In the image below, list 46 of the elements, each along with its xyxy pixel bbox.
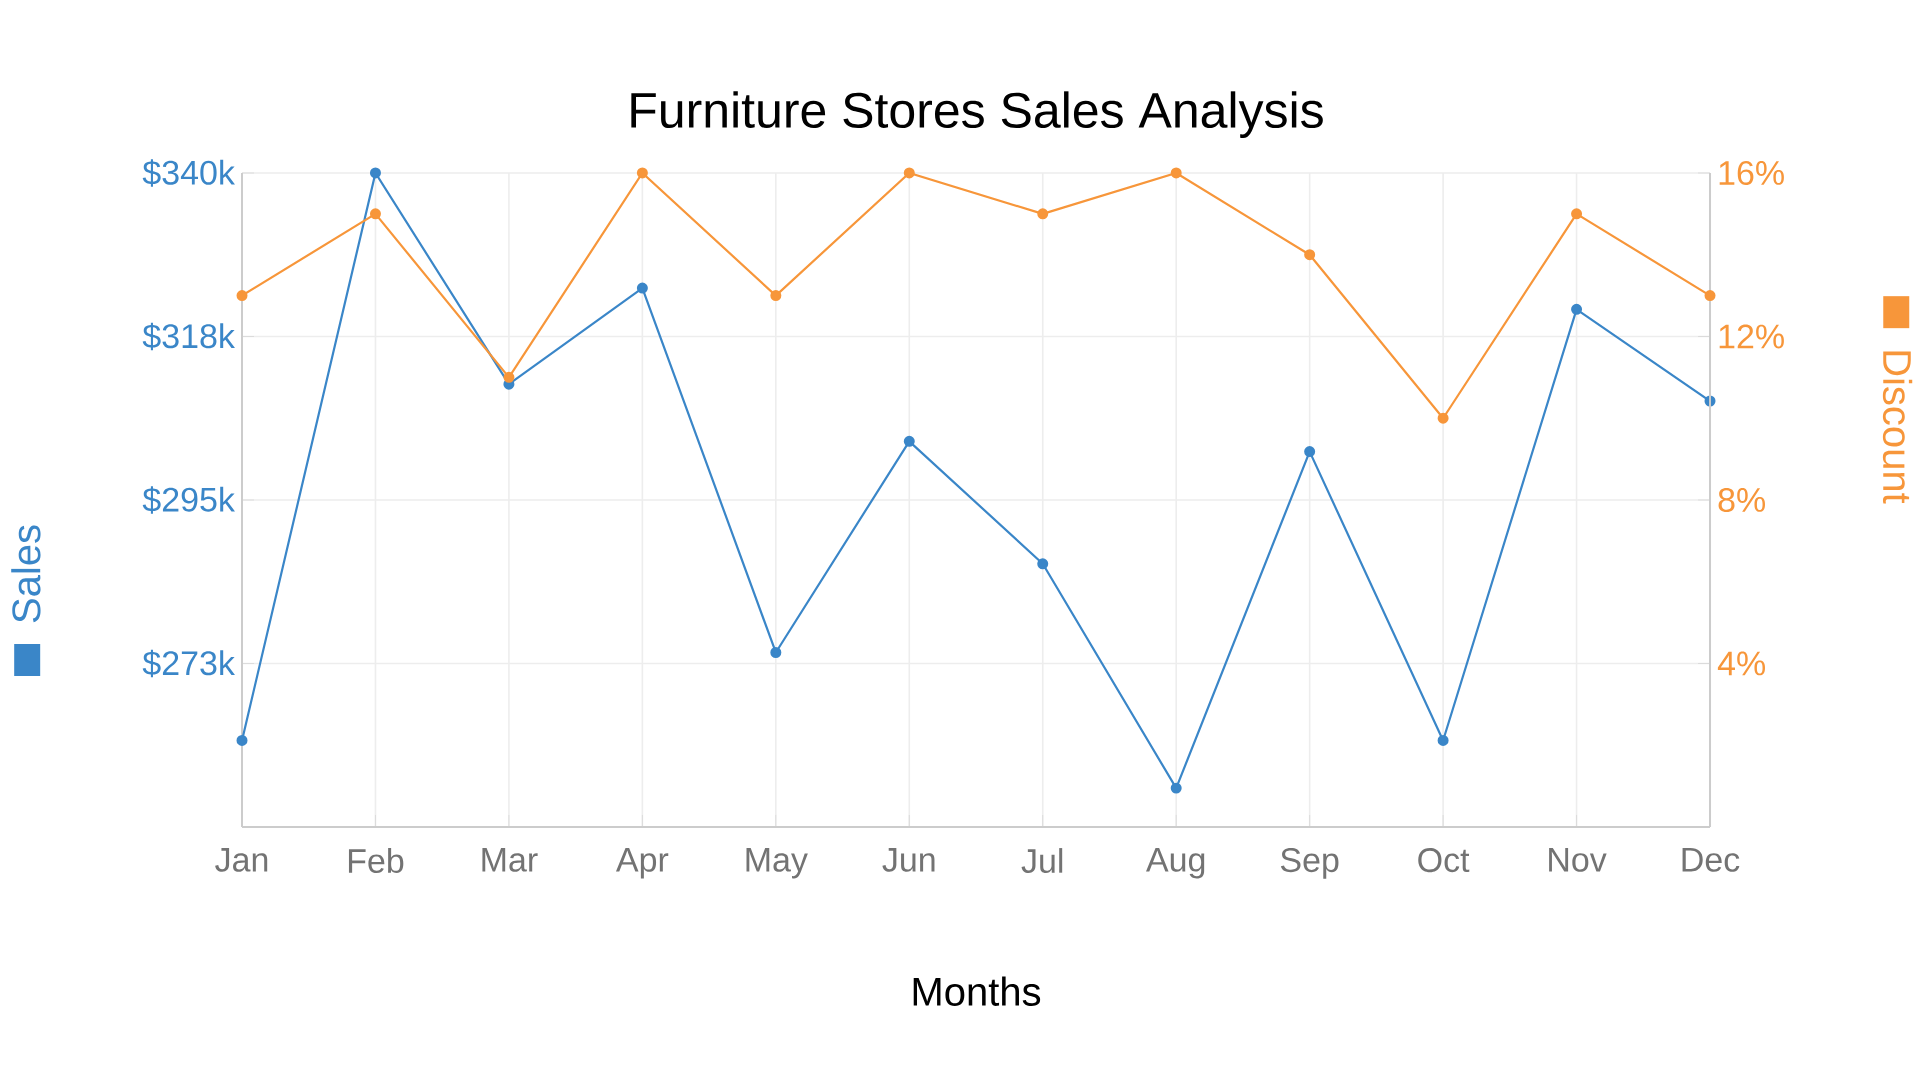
point [1304, 249, 1316, 261]
point [369, 167, 381, 179]
point [236, 290, 248, 302]
point [770, 646, 782, 658]
x-tick-label: Feb [348, 848, 404, 874]
point [369, 208, 381, 220]
y2-axis-title: Discount [1882, 351, 1913, 504]
x-tick-label: Oct [1418, 848, 1470, 873]
y-tick-label: $295k [142, 486, 235, 514]
y-tick-label: $318k [142, 322, 235, 351]
x-tick-label: May [746, 848, 808, 879]
point [236, 734, 248, 746]
x-tick-label: Sep [1280, 848, 1339, 879]
point [1170, 167, 1182, 179]
x-tick-label: Nov [1549, 848, 1607, 872]
y2-tick-label: 4% [1717, 651, 1765, 676]
point [1571, 303, 1583, 315]
point [1437, 412, 1449, 424]
point [770, 290, 782, 302]
point [1437, 734, 1449, 746]
point [903, 435, 915, 447]
point [636, 167, 648, 179]
point [1037, 208, 1049, 220]
point [1571, 208, 1583, 220]
point [1704, 290, 1716, 302]
point [903, 167, 915, 179]
point [1304, 446, 1316, 458]
y-tick-label: $340k [142, 159, 235, 187]
x-tick-label: Jun [882, 848, 935, 872]
y2-tick-label: 16% [1719, 160, 1784, 186]
chart-title: Furniture Stores Sales Analysis [631, 91, 1323, 138]
point [503, 371, 515, 383]
x-tick-label: Dec [1682, 848, 1740, 872]
y-tick-label: $273k [142, 649, 235, 678]
y2-tick-label: 12% [1719, 324, 1784, 349]
x-tick-label: Mar [482, 848, 538, 872]
x-tick-label: Jul [1021, 848, 1063, 874]
x-tick-label: Apr [615, 848, 669, 879]
point [1037, 558, 1049, 570]
x-tick-label: Aug [1146, 848, 1205, 879]
point [636, 282, 648, 294]
point [1170, 782, 1182, 794]
x-tick-label: Jan [215, 848, 268, 872]
y2-tick-label: 8% [1718, 487, 1765, 513]
x-axis-title: Months [913, 976, 1041, 1006]
y-axis-title: Sales [11, 525, 41, 623]
